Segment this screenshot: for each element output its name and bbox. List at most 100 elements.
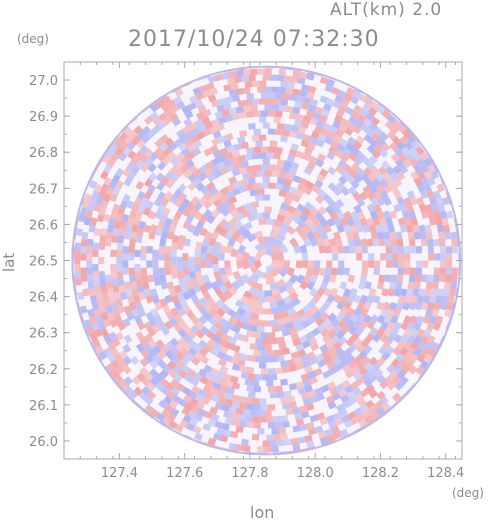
radar-range-gate (160, 197, 170, 207)
radar-range-gate (122, 245, 129, 254)
radar-range-gate (304, 218, 314, 228)
radar-range-gate (290, 332, 300, 341)
radar-range-gate (208, 316, 218, 327)
radar-range-gate (242, 251, 250, 261)
radar-range-gate (393, 147, 404, 157)
radar-range-gate (282, 420, 290, 428)
radar-range-gate (446, 260, 453, 268)
radar-range-gate (408, 365, 418, 375)
radar-range-gate (248, 305, 258, 314)
radar-range-gate (331, 86, 340, 96)
radar-range-gate (408, 274, 416, 283)
radar-range-gate (447, 295, 455, 304)
radar-range-gate (383, 231, 391, 240)
radar-range-gate (432, 238, 440, 247)
radar-range-gate (118, 284, 126, 294)
radar-range-gate (347, 238, 356, 247)
radar-range-gate (389, 171, 399, 182)
radar-range-gate (363, 314, 372, 324)
radar-range-gate (280, 81, 288, 88)
radar-range-gate (176, 271, 185, 280)
radar-range-gate (303, 274, 312, 284)
radar-range-gate (381, 402, 391, 412)
radar-range-gate (398, 153, 408, 163)
radar-range-gate (389, 142, 399, 152)
radar-range-gate (174, 160, 185, 170)
radar-range-gate (389, 125, 400, 135)
radar-range-gate (230, 430, 239, 439)
radar-range-gate (170, 104, 180, 114)
radar-range-gate (107, 312, 116, 321)
radar-range-gate (237, 154, 246, 163)
radar-range-gate (122, 146, 132, 156)
radar-range-gate (323, 287, 332, 298)
radar-range-gate (100, 200, 109, 209)
radar-range-gate (216, 351, 226, 360)
radar-range-gate (223, 354, 233, 363)
radar-range-gate (81, 231, 89, 240)
radar-range-gate (338, 103, 348, 113)
radar-range-gate (376, 231, 385, 240)
radar-range-gate (173, 284, 182, 294)
radar-range-gate (338, 388, 348, 398)
radar-range-gate (173, 301, 183, 311)
radar-range-gate (412, 224, 420, 233)
radar-range-gate (336, 210, 346, 221)
radar-range-gate (365, 112, 375, 122)
radar-range-gate (317, 322, 327, 333)
radar-range-gate (225, 267, 234, 277)
radar-range-gate (392, 346, 402, 356)
radar-range-gate (218, 218, 229, 228)
radar-range-gate (205, 330, 216, 340)
radar-range-gate (133, 197, 143, 207)
radar-range-gate (74, 249, 81, 258)
radar-range-gate (266, 218, 275, 226)
radar-range-gate (104, 238, 112, 247)
radar-range-gate (398, 260, 405, 268)
radar-range-gate (347, 151, 358, 162)
radar-range-gate (130, 281, 138, 290)
radar-range-gate (378, 165, 388, 176)
radar-range-gate (214, 402, 224, 410)
radar-range-gate (143, 288, 152, 297)
radar-range-gate (228, 216, 239, 226)
radar-range-gate (372, 333, 382, 343)
radar-range-gate (379, 321, 389, 331)
radar-range-gate (170, 263, 177, 272)
radar-range-gate (336, 245, 344, 254)
radar-range-gate (199, 355, 210, 365)
radar-range-gate (349, 245, 356, 254)
radar-range-gate (370, 231, 379, 240)
radar-range-gate (361, 245, 368, 254)
radar-range-gate (273, 433, 281, 441)
radar-range-gate (364, 414, 374, 424)
radar-range-gate (212, 149, 222, 159)
radar-range-gate (416, 353, 426, 363)
radar-range-gate (238, 185, 248, 194)
radar-range-gate (376, 137, 386, 147)
radar-range-gate (260, 350, 269, 357)
radar-range-gate (414, 302, 423, 311)
radar-range-gate (347, 359, 358, 370)
radar-range-gate (390, 274, 398, 283)
radar-range-gate (194, 300, 204, 310)
radar-range-gate (407, 231, 415, 240)
radar-range-gate (131, 135, 141, 146)
radar-range-gate (210, 394, 220, 403)
radar-range-gate (77, 291, 85, 300)
radar-range-gate (266, 65, 274, 69)
radar-range-gate (152, 263, 159, 272)
radar-range-gate (361, 267, 368, 276)
radar-range-gate (281, 165, 291, 174)
radar-range-gate (366, 238, 374, 247)
radar-range-gate (89, 332, 98, 342)
radar-range-gate (401, 365, 411, 375)
radar-range-gate (145, 200, 155, 210)
radar-range-gate (125, 224, 133, 233)
radar-range-gate (98, 242, 106, 250)
radar-range-gate (173, 313, 183, 323)
radar-range-gate (360, 307, 369, 317)
radar-range-gate (199, 214, 209, 224)
radar-range-gate (253, 110, 262, 118)
radar-range-gate (114, 137, 124, 147)
